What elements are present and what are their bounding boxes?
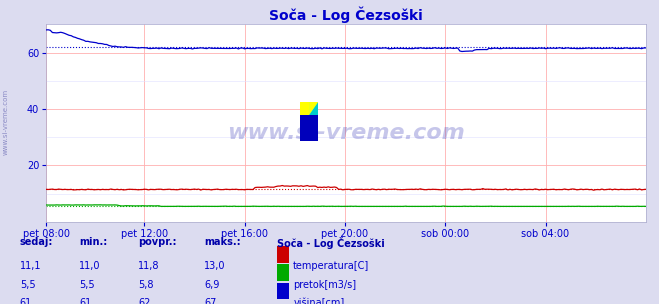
Text: sedaj:: sedaj: [20,237,53,247]
Text: 5,5: 5,5 [20,280,36,290]
Text: 5,5: 5,5 [79,280,95,290]
Polygon shape [309,102,318,115]
Text: povpr.:: povpr.: [138,237,177,247]
Polygon shape [309,102,318,115]
Text: min.:: min.: [79,237,107,247]
Text: 61: 61 [20,298,32,304]
Text: www.si-vreme.com: www.si-vreme.com [227,123,465,143]
Text: 11,0: 11,0 [79,261,101,271]
Text: 61: 61 [79,298,92,304]
Text: maks.:: maks.: [204,237,241,247]
Text: 6,9: 6,9 [204,280,219,290]
Title: Soča - Log Čezsoški: Soča - Log Čezsoški [269,7,423,23]
Bar [300,102,309,115]
Text: www.si-vreme.com: www.si-vreme.com [2,88,9,155]
Text: 67: 67 [204,298,217,304]
Text: 62: 62 [138,298,151,304]
Text: 13,0: 13,0 [204,261,226,271]
Text: 5,8: 5,8 [138,280,154,290]
Text: višina[cm]: višina[cm] [293,298,345,304]
Text: temperatura[C]: temperatura[C] [293,261,370,271]
Bar [309,102,318,115]
Bar [300,115,318,141]
Text: pretok[m3/s]: pretok[m3/s] [293,280,357,290]
Text: Soča - Log Čezsoški: Soča - Log Čezsoški [277,237,385,249]
Text: 11,8: 11,8 [138,261,160,271]
Text: 11,1: 11,1 [20,261,42,271]
